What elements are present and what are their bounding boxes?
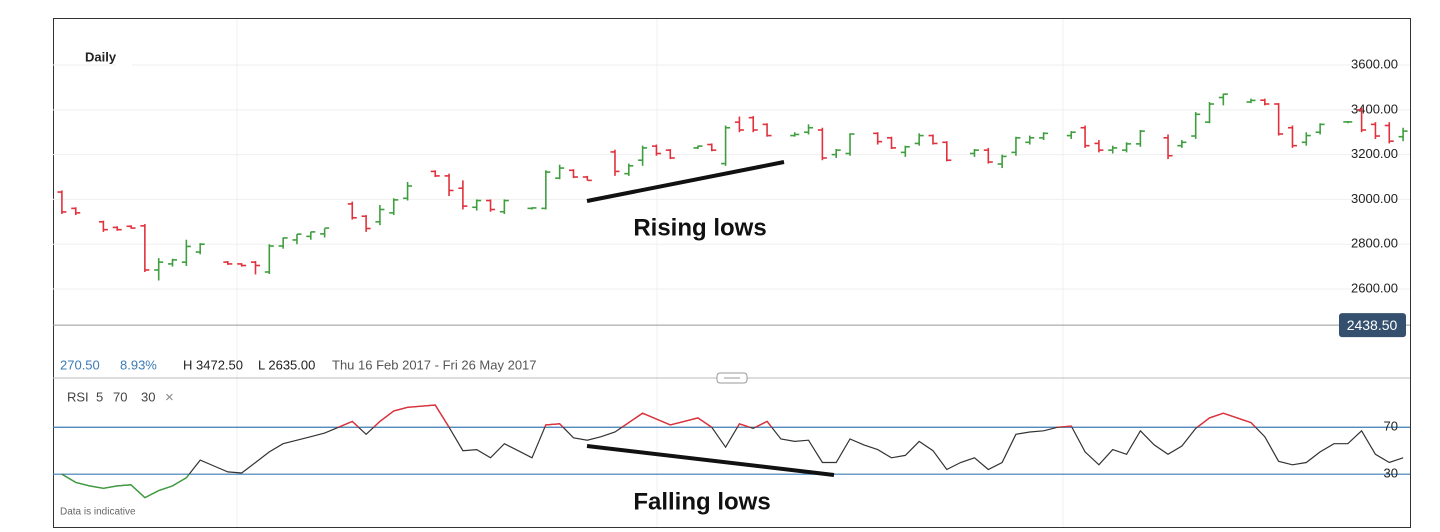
title-backdrop (116, 44, 132, 72)
chart-frame (53, 18, 1411, 528)
bars-layer (57, 93, 1408, 281)
rsi-label: RSI (67, 389, 89, 404)
range-high: H 3472.50 (183, 357, 243, 372)
price-badge (1339, 313, 1406, 338)
rsi-tick-label: 30 (1384, 466, 1398, 481)
rsi-line (61, 404, 1404, 499)
rsi-remove-button[interactable]: × (165, 389, 174, 406)
trend-line (586, 160, 785, 203)
y-tick-label: 3200.00 (1351, 146, 1398, 161)
price-badge-label: 2438.50 (1347, 317, 1398, 333)
range-low: L 2635.00 (258, 357, 315, 372)
trend-line (586, 444, 835, 477)
disclaimer: Data is indicative (60, 507, 136, 518)
rsi-period: 5 (96, 389, 103, 404)
y-tick-label: 3000.00 (1351, 191, 1398, 206)
rsi-upper: 70 (113, 389, 127, 404)
annotation: Falling lows (633, 488, 770, 515)
rsi-tick-label: 70 (1384, 419, 1398, 434)
annotation: Rising lows (633, 214, 766, 241)
grid-layer: 2600.00 2800.00 3000.00 3200.00 3400.00 3600.… (53, 56, 1410, 326)
rsi-layer: 30 70 (53, 404, 1410, 499)
chart-title: Daily (85, 49, 117, 64)
rsi-lower: 30 (141, 389, 155, 404)
y-tick-label: 2800.00 (1351, 236, 1398, 251)
change-percent: 8.93% (120, 357, 157, 372)
y-tick-label: 2600.00 (1351, 280, 1398, 295)
date-range: Thu 16 Feb 2017 - Fri 26 May 2017 (332, 357, 537, 372)
y-tick-label: 3400.00 (1351, 101, 1398, 116)
y-tick-label: 3600.00 (1351, 56, 1398, 71)
change-value: 270.50 (60, 357, 100, 372)
